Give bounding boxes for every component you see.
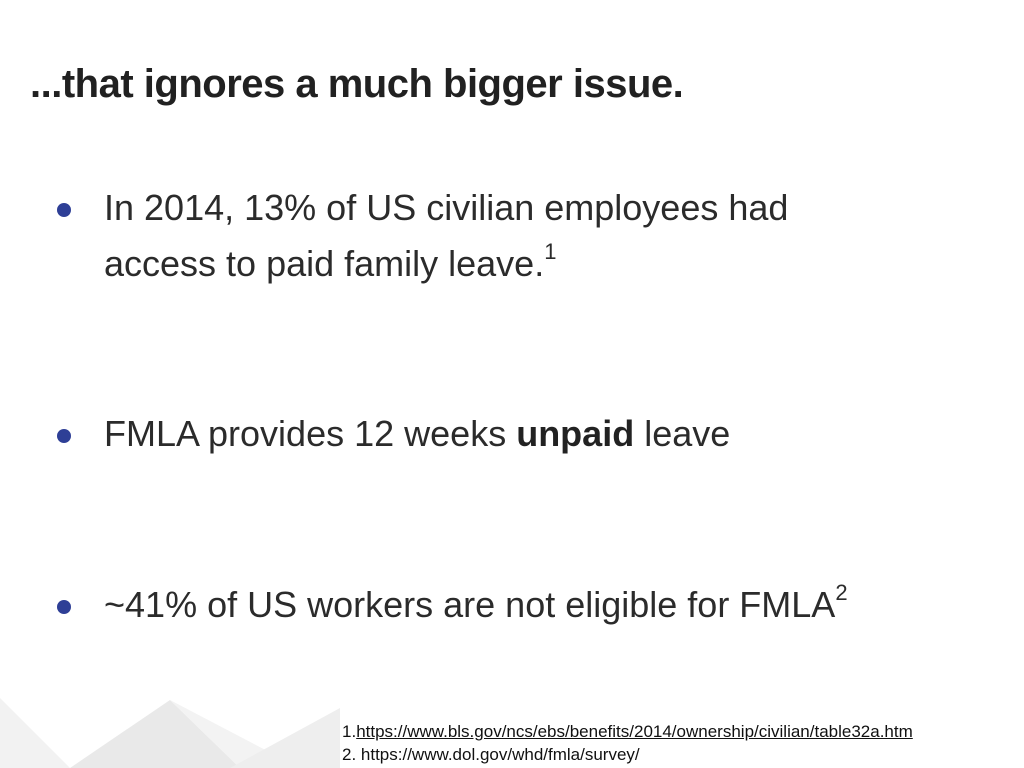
- bullet-text: In 2014, 13% of US civilian employees ha…: [104, 180, 788, 292]
- footnote-2: 2. https://www.dol.gov/whd/fmla/survey/: [342, 743, 913, 766]
- footnote-1: 1.https://www.bls.gov/ncs/ebs/benefits/2…: [342, 720, 913, 743]
- footnote-ref: 1: [544, 239, 557, 264]
- footnote-url-text: https://www.dol.gov/whd/fmla/survey/: [360, 745, 640, 764]
- footnote-number: 1.: [342, 722, 357, 741]
- decorative-triangles: [0, 698, 340, 768]
- footnote-link[interactable]: https://www.bls.gov/ncs/ebs/benefits/201…: [356, 722, 913, 741]
- bullet-text-post: leave: [634, 413, 731, 454]
- bullet-line1: In 2014, 13% of US civilian employees ha…: [104, 187, 789, 228]
- bullet-text-main: ~41% of US workers are not eligible for …: [104, 584, 836, 625]
- bullet-text: ~41% of US workers are not eligible for …: [104, 577, 848, 633]
- bullet-dot-icon: [57, 429, 71, 443]
- bullet-line2: access to paid family leave.: [104, 243, 545, 284]
- footnotes: 1.https://www.bls.gov/ncs/ebs/benefits/2…: [342, 720, 913, 766]
- footnote-number: 2.: [342, 745, 361, 764]
- slide-title: ...that ignores a much bigger issue.: [30, 62, 684, 106]
- bullet-text: FMLA provides 12 weeks unpaid leave: [104, 406, 730, 462]
- bullet-text-pre: FMLA provides 12 weeks: [104, 413, 517, 454]
- bullet-text-bold: unpaid: [516, 413, 635, 454]
- bullet-dot-icon: [57, 600, 71, 614]
- footnote-ref: 2: [835, 580, 848, 605]
- bullet-dot-icon: [57, 203, 71, 217]
